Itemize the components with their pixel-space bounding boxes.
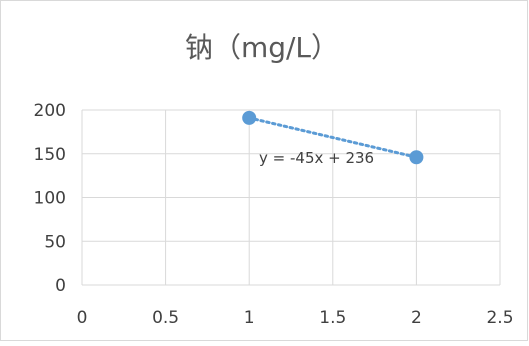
y-axis-ticks: 0 50 100 150 200 bbox=[34, 101, 66, 296]
y-tick-label: 100 bbox=[34, 189, 66, 209]
x-axis-ticks: 0 0.5 1 1.5 2 2.5 bbox=[77, 308, 514, 328]
x-tick-label: 0 bbox=[77, 308, 88, 328]
y-tick-label: 200 bbox=[34, 101, 66, 121]
data-point bbox=[242, 110, 257, 125]
y-tick-label: 0 bbox=[55, 276, 66, 296]
x-tick-label: 2.5 bbox=[486, 308, 513, 328]
data-points bbox=[242, 110, 424, 165]
gridlines bbox=[81, 109, 501, 286]
y-tick-label: 150 bbox=[34, 145, 66, 165]
x-tick-label: 1 bbox=[244, 308, 255, 328]
y-tick-label: 50 bbox=[44, 232, 66, 252]
x-tick-label: 2 bbox=[411, 308, 422, 328]
x-tick-label: 0.5 bbox=[152, 308, 179, 328]
trendline bbox=[247, 116, 418, 159]
data-point bbox=[409, 150, 424, 165]
x-tick-label: 1.5 bbox=[319, 308, 346, 328]
chart-title: 钠（mg/L） bbox=[185, 31, 339, 64]
trendline-equation: y = -45x + 236 bbox=[259, 149, 374, 167]
trendline-group bbox=[247, 116, 418, 159]
